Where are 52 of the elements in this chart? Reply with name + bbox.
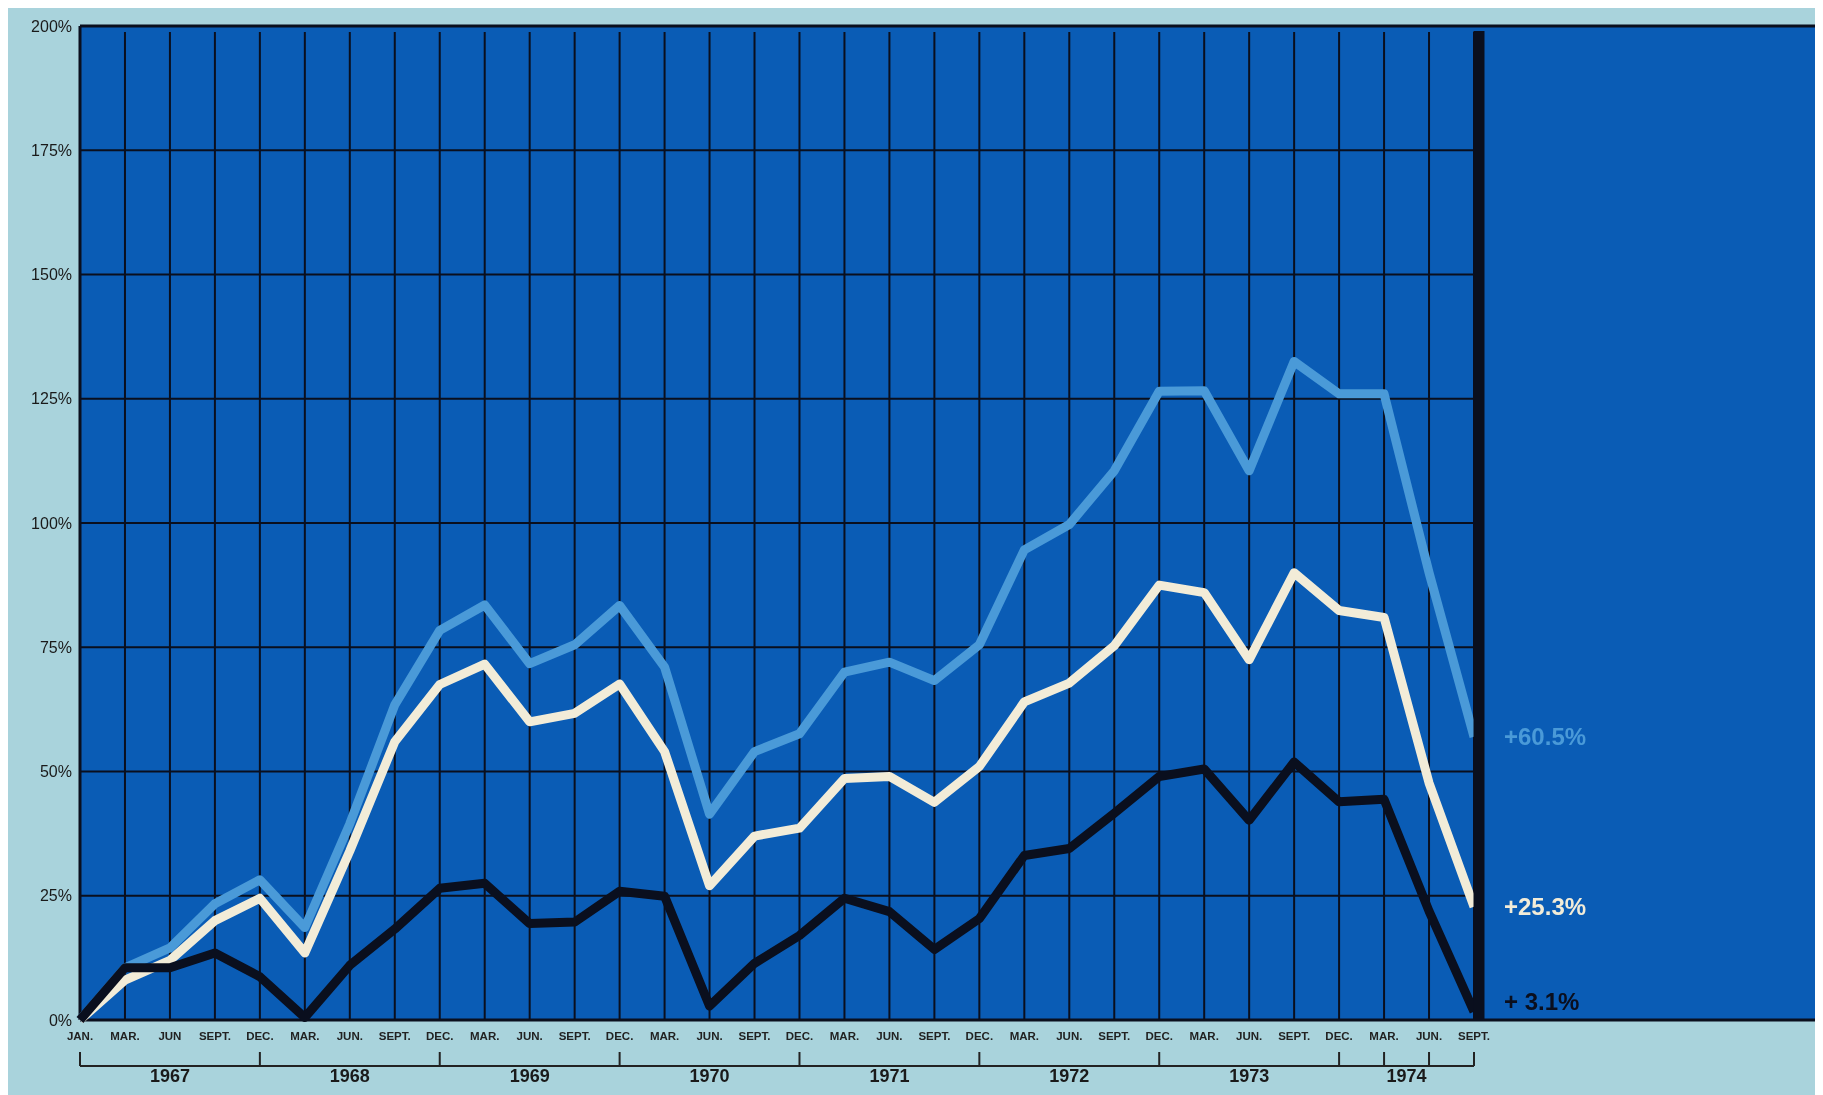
x-tick-label: MAR. [829,1030,860,1042]
x-tick-label: MAR. [1009,1030,1040,1042]
text: +60.5% [1504,723,1587,751]
x-tick-label: JUN [158,1030,182,1042]
x-tick-label: DEC. [965,1030,994,1042]
x-tick-label: SEPT. [1098,1030,1131,1042]
text: + 3.1% [1504,988,1580,1016]
x-tick-label: JUN. [1236,1030,1263,1042]
y-tick-label: 100% [31,514,72,532]
text: 1970 [689,1066,730,1086]
y-tick-label: 150% [31,266,72,284]
x-tick-label: JUN. [1056,1030,1083,1042]
x-tick-label: JAN. [66,1030,94,1042]
y-tick-label: 75% [39,638,72,656]
x-tick-label: DEC. [605,1030,634,1042]
x-tick-label: DEC. [1145,1030,1173,1042]
x-tick-label: MAR. [1189,1030,1219,1042]
x-tick-label: JUN. [336,1030,363,1042]
text: 1967 [149,1066,190,1086]
text: 1969 [509,1066,550,1086]
y-tick-label: 25% [39,887,72,905]
x-tick-label: MAR. [649,1030,680,1042]
y-tick-label: 50% [39,763,72,781]
x-tick-label: MAR. [470,1030,500,1042]
y-tick-label: 125% [31,390,72,408]
x-tick-label: DEC. [1325,1030,1353,1042]
x-tick-label: JUN. [516,1030,543,1042]
x-tick-label: SEPT. [918,1030,951,1042]
text: 1972 [1049,1066,1090,1086]
x-tick-label: MAR. [290,1030,320,1042]
x-tick-label: SEPT. [378,1030,411,1042]
x-tick-label: DEC. [785,1030,814,1042]
x-tick-label: JUN. [696,1030,723,1042]
text: 1974 [1386,1066,1427,1086]
y-tick-label: 200% [31,17,72,35]
x-tick-label: SEPT. [738,1030,771,1042]
text: +25.3% [1504,893,1587,921]
x-tick-label: SEPT. [1278,1030,1311,1042]
x-tick-label: SEPT. [558,1030,591,1042]
text: 1973 [1229,1066,1270,1086]
x-tick-label: SEPT. [1458,1030,1490,1042]
x-tick-label: SEPT. [198,1030,231,1042]
text: 1968 [329,1066,370,1086]
x-tick-label: MAR. [1369,1030,1399,1042]
x-tick-label: DEC. [246,1030,274,1042]
x-tick-label: MAR. [110,1030,140,1042]
x-tick-label: JUN. [1415,1030,1443,1042]
x-tick-label: JUN. [876,1030,903,1042]
text: 1971 [869,1066,910,1086]
x-tick-label: DEC. [426,1030,454,1042]
y-tick-label: 175% [31,141,72,159]
y-tick-label: 0% [48,1011,72,1029]
